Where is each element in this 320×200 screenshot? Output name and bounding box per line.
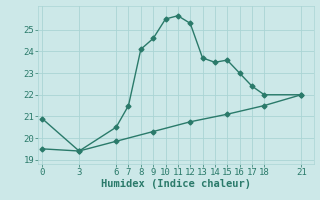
X-axis label: Humidex (Indice chaleur): Humidex (Indice chaleur) [101,179,251,189]
